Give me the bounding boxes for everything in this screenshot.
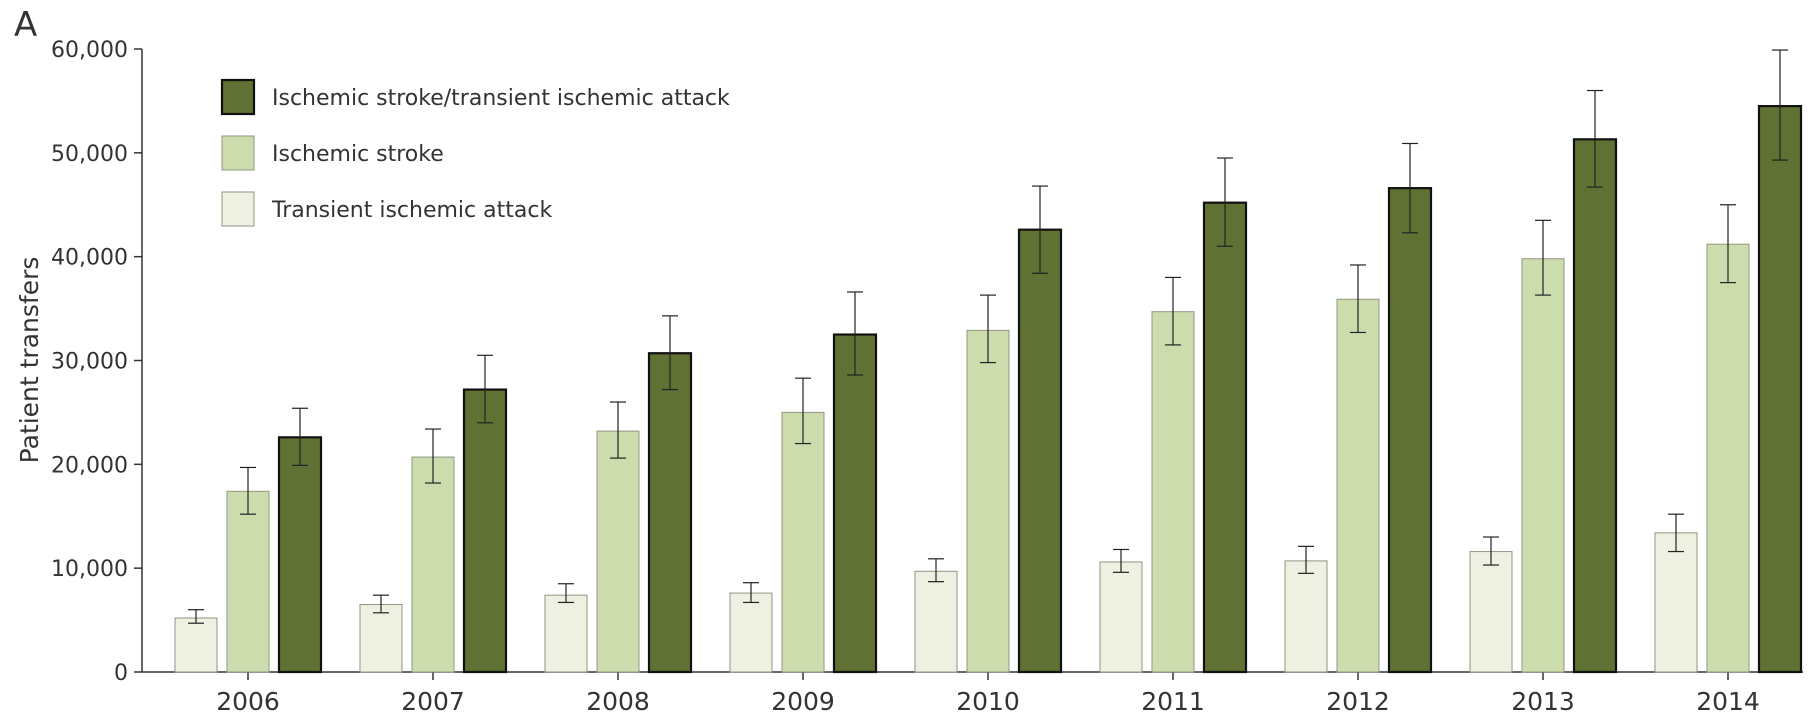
x-tick-label: 2010 — [956, 687, 1020, 713]
bar — [1151, 311, 1195, 673]
bar — [647, 352, 693, 674]
panel-label: A — [14, 5, 37, 45]
bar — [1336, 298, 1380, 673]
bar — [1521, 258, 1565, 673]
bar — [1757, 105, 1803, 674]
legend-swatch — [221, 191, 255, 227]
y-tick-label: 60,000 — [51, 38, 128, 63]
y-tick-label: 40,000 — [51, 246, 128, 271]
x-tick-label: 2013 — [1511, 687, 1575, 713]
bar — [729, 592, 773, 673]
bar — [277, 436, 323, 674]
bar — [1572, 138, 1618, 674]
y-tick-label: 0 — [114, 661, 128, 686]
legend-label: Transient ischemic attack — [271, 198, 552, 223]
bar — [226, 490, 270, 673]
x-axis: 2006 2007 2008 2009 2010 2011 2012 2013 2014 — [142, 671, 1803, 716]
bar — [1654, 532, 1698, 673]
legend-label: Ischemic stroke/transient ischemic attac… — [272, 86, 730, 111]
y-tick-label: 50,000 — [51, 142, 128, 167]
bar — [174, 617, 218, 673]
legend-swatch — [220, 78, 256, 116]
legend-swatch — [221, 135, 255, 171]
y-tick-label: 10,000 — [51, 557, 128, 582]
bar — [462, 388, 508, 674]
error-bars-group — [188, 49, 1788, 624]
bar — [596, 430, 640, 673]
y-axis-title: Patient transfers — [15, 257, 44, 464]
bar — [1284, 560, 1328, 673]
bar — [1469, 551, 1513, 673]
bar — [1202, 201, 1248, 674]
y-tick-label: 30,000 — [51, 350, 128, 375]
x-tick-label: 2008 — [586, 687, 650, 713]
x-tick-label: 2011 — [1141, 687, 1205, 713]
bar — [832, 333, 878, 674]
legend: Ischemic stroke/transient ischemic attac… — [220, 78, 730, 227]
x-tick-label: 2014 — [1696, 687, 1760, 713]
y-tick-label: 20,000 — [51, 453, 128, 478]
bar — [1706, 243, 1750, 673]
bar — [914, 570, 958, 673]
bar — [1387, 187, 1433, 674]
bar — [781, 411, 825, 673]
y-axis: 0 10,000 20,000 30,000 40,000 50,000 60,000 — [51, 38, 143, 686]
x-tick-label: 2012 — [1326, 687, 1390, 713]
bar — [411, 456, 455, 673]
bar — [544, 594, 588, 673]
bars-group — [174, 105, 1803, 674]
bar — [359, 604, 403, 673]
bar — [966, 329, 1010, 673]
x-tick-label: 2006 — [216, 687, 280, 713]
bar — [1017, 228, 1063, 674]
legend-label: Ischemic stroke — [272, 142, 444, 167]
x-tick-label: 2007 — [401, 687, 465, 713]
x-tick-label: 2009 — [771, 687, 835, 713]
bar — [1099, 561, 1143, 673]
